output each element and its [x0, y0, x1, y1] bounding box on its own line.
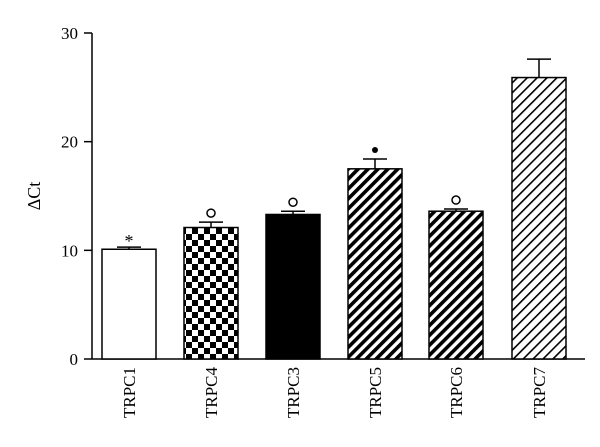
- x-tick-label-trpc4: TRPC4: [202, 367, 221, 419]
- x-tick-label-trpc7: TRPC7: [530, 367, 549, 419]
- marker-trpc5: [372, 147, 378, 154]
- x-tick-labels: TRPC1 TRPC4 TRPC3 TRPC5 TRPC6 TRPC7: [120, 367, 549, 419]
- significance-markers: *: [125, 147, 461, 251]
- y-tick-label: 0: [70, 350, 79, 369]
- bar-trpc7: [511, 76, 567, 360]
- y-tick-label: 10: [61, 241, 78, 260]
- marker-trpc3: [288, 197, 298, 207]
- marker-trpc1: *: [125, 231, 134, 251]
- error-bars: [117, 58, 551, 250]
- y-axis-title: ΔCt: [24, 182, 44, 211]
- bars: [101, 76, 567, 360]
- marker-trpc6: [451, 195, 461, 205]
- bar-trpc1: [101, 248, 157, 360]
- bar-trpc5: [347, 168, 403, 360]
- axes: [91, 33, 585, 360]
- y-tick-label: 20: [61, 133, 78, 152]
- x-tick-label-trpc5: TRPC5: [366, 367, 385, 418]
- bar-trpc6: [428, 210, 484, 360]
- marker-trpc4: [206, 208, 216, 218]
- bar-trpc4: [183, 226, 239, 360]
- x-tick-label-trpc6: TRPC6: [447, 367, 466, 418]
- x-tick-label-trpc1: TRPC1: [120, 367, 139, 418]
- y-tick-label: 30: [61, 24, 78, 43]
- y-ticks: 0 10 20 30: [61, 24, 92, 369]
- bar-trpc3: [265, 213, 321, 360]
- x-tick-label-trpc3: TRPC3: [284, 367, 303, 418]
